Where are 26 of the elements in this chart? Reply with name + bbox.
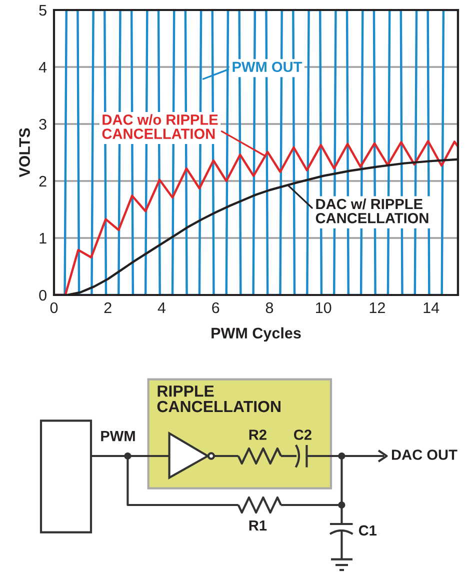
text: DAC OUT [392, 450, 458, 460]
x-tick-label: 8 [266, 302, 274, 314]
x-axis-title: PWM Cycles [212, 327, 301, 342]
series-label: DAC w/o RIPPLE CANCELLATION [102, 114, 218, 139]
text: R2 [249, 430, 266, 440]
y-tick-label: 2 [39, 176, 46, 187]
legend-label: PWM OUT [232, 62, 302, 72]
y-tick-label: 0 [39, 290, 46, 301]
y-tick-label: 5 [39, 5, 46, 16]
text: C1 [358, 525, 377, 536]
y-tick-label: 1 [40, 233, 46, 244]
x-tick-label: 0 [50, 302, 58, 314]
text: RIPPLE CANCELLATION [157, 386, 280, 412]
text: PWM [101, 431, 135, 442]
text: C2 [294, 430, 312, 440]
series-label: DAC w/ RIPPLE CANCELLATION [316, 198, 428, 224]
x-tick-label: 4 [158, 302, 166, 314]
x-tick-label: 6 [212, 302, 220, 314]
text: R1 [249, 520, 267, 530]
y-tick-label: 4 [38, 62, 47, 73]
x-tick-label: 14 [424, 302, 440, 314]
y-axis-title: VOLTS [19, 128, 30, 178]
x-tick-label: 2 [104, 302, 112, 314]
x-tick-label: 10 [316, 302, 332, 314]
x-tick-label: 12 [370, 302, 385, 314]
y-tick-label: 3 [39, 118, 46, 130]
